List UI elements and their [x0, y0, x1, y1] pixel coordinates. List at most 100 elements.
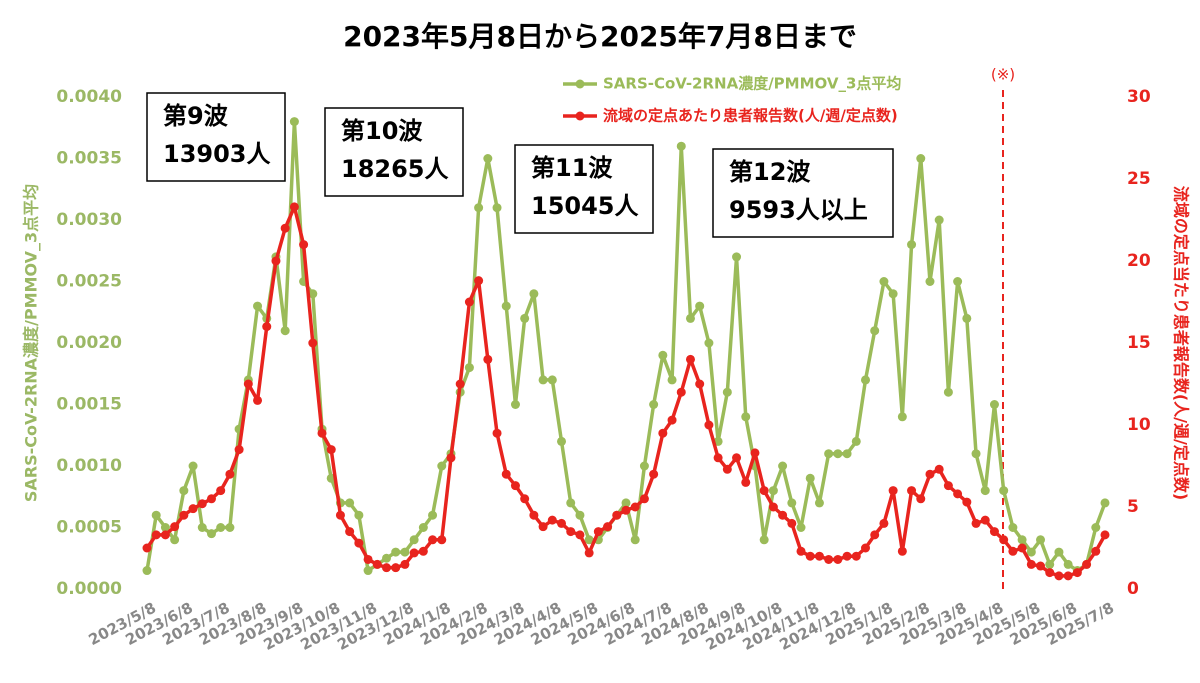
- data-point: [437, 535, 447, 545]
- data-point: [1100, 498, 1110, 508]
- data-point: [695, 301, 705, 311]
- wave-label: 9593人以上: [729, 196, 868, 224]
- data-point: [621, 498, 631, 508]
- chart-title: 2023年5月8日から2025年7月8日まで: [343, 20, 857, 53]
- data-point: [216, 523, 226, 532]
- data-point: [980, 515, 990, 525]
- wave-box: [712, 148, 894, 238]
- data-point: [603, 522, 613, 532]
- data-point: [446, 453, 456, 463]
- data-point: [1008, 523, 1018, 532]
- data-point: [547, 375, 557, 385]
- data-point: [916, 494, 926, 504]
- data-point: [1100, 530, 1110, 540]
- wave-label: 15045人: [531, 192, 639, 220]
- data-point: [925, 277, 935, 286]
- data-point: [409, 548, 419, 558]
- annotation: (※): [991, 66, 1015, 84]
- data-point: [538, 375, 548, 385]
- data-point: [741, 412, 751, 422]
- data-point: [492, 203, 502, 213]
- data-point: [907, 486, 917, 496]
- data-point: [428, 535, 438, 545]
- data-point: [943, 387, 953, 397]
- data-point: [363, 566, 373, 576]
- data-point: [566, 527, 576, 537]
- data-point: [759, 486, 769, 496]
- data-point: [934, 464, 944, 474]
- data-point: [464, 363, 474, 373]
- data-point: [1091, 546, 1101, 556]
- y-tick-label: 0.0020: [56, 333, 122, 353]
- data-point: [842, 449, 852, 459]
- data-point: [980, 486, 990, 496]
- data-point: [354, 510, 364, 520]
- wave-box: [514, 144, 654, 234]
- y-tick-label: 0.0040: [56, 87, 122, 107]
- data-point: [234, 445, 244, 455]
- data-point: [299, 240, 309, 250]
- data-point: [953, 277, 963, 286]
- data-point: [151, 530, 161, 540]
- data-point: [658, 428, 668, 438]
- data-point: [796, 523, 806, 532]
- wave-label: 第12波: [729, 158, 811, 186]
- data-point: [216, 486, 226, 496]
- data-point: [483, 354, 493, 364]
- data-point: [437, 461, 447, 471]
- wave-label: 第9波: [163, 102, 229, 130]
- y-tick-label: 0.0005: [56, 518, 122, 538]
- data-point: [308, 289, 318, 299]
- data-point: [676, 141, 686, 151]
- data-point: [538, 522, 548, 532]
- data-point: [409, 535, 419, 545]
- data-point: [391, 547, 401, 557]
- data-point: [704, 338, 714, 348]
- data-point: [1063, 559, 1073, 569]
- y-tick-label: 0.0010: [56, 456, 122, 476]
- data-point: [768, 486, 778, 496]
- y2-tick-label: 25: [1127, 169, 1151, 189]
- wave-label: 18265人: [341, 155, 449, 183]
- data-point: [630, 502, 640, 512]
- data-point: [520, 313, 530, 323]
- data-point: [649, 469, 659, 479]
- data-point: [510, 400, 520, 409]
- data-point: [842, 551, 852, 561]
- data-point: [639, 461, 649, 471]
- data-point: [787, 518, 797, 528]
- data-point: [796, 546, 806, 556]
- data-point: [1026, 547, 1036, 557]
- data-point: [630, 535, 640, 545]
- data-point: [1017, 535, 1027, 545]
- data-point: [814, 498, 824, 508]
- data-point: [639, 494, 649, 504]
- data-point: [1072, 568, 1082, 578]
- data-point: [197, 523, 207, 532]
- data-point: [142, 543, 152, 553]
- data-point: [943, 481, 953, 491]
- data-point: [667, 415, 677, 425]
- data-point: [649, 400, 659, 409]
- y-tick-label: 0.0035: [56, 149, 122, 169]
- data-point: [188, 461, 198, 471]
- data-point: [575, 510, 585, 520]
- data-point: [778, 461, 788, 471]
- data-point: [695, 379, 705, 389]
- y-tick-label: 0.0015: [56, 395, 122, 415]
- y-axis-title: SARS-CoV-2RNA濃度/PMMOV_3点平均: [22, 184, 41, 502]
- data-point: [280, 223, 290, 233]
- data-point: [971, 449, 981, 459]
- wave-label: 第11波: [531, 154, 613, 182]
- legend-marker: [575, 111, 585, 121]
- data-point: [363, 554, 373, 564]
- data-point: [575, 530, 585, 540]
- wave-label: 13903人: [163, 140, 271, 168]
- data-point: [925, 469, 935, 479]
- data-point: [179, 486, 189, 496]
- data-point: [897, 546, 907, 556]
- data-point: [870, 530, 880, 540]
- wave-box: [324, 107, 464, 197]
- legend-label: SARS-CoV-2RNA濃度/PMMOV_3点平均: [603, 75, 901, 93]
- y-tick-label: 0.0025: [56, 272, 122, 292]
